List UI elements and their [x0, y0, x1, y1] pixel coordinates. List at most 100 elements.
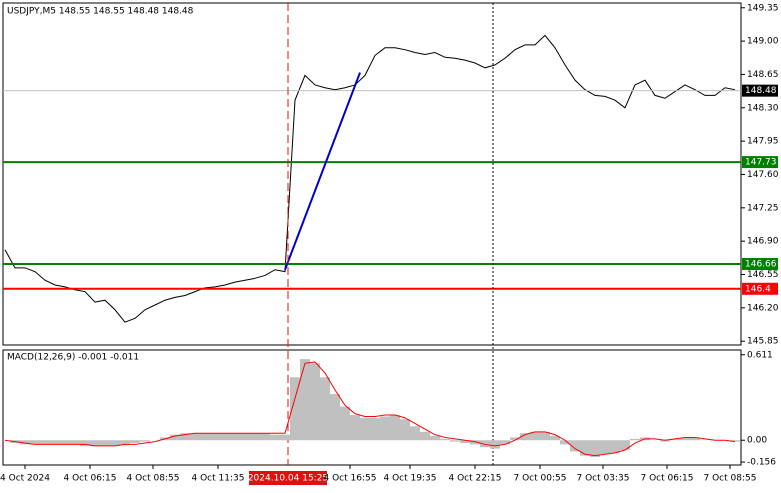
macd-bar	[340, 406, 350, 441]
y-tick-label: 147.60	[747, 170, 779, 180]
macd-bar	[320, 377, 330, 441]
macd-bar	[540, 431, 550, 441]
price-panel	[2, 2, 742, 346]
level-label: 148.48	[745, 86, 777, 96]
macd-bar	[520, 433, 530, 441]
macd-bar	[300, 359, 310, 441]
x-tick-label: 7 Oct 06:15	[641, 474, 694, 484]
macd-bar	[240, 433, 250, 441]
macd-bar	[260, 433, 270, 441]
chart-title: USDJPY,M5 148.55 148.55 148.48 148.48	[7, 7, 194, 17]
macd-title: MACD(12,26,9) -0.001 -0.011	[7, 353, 139, 363]
macd-bar	[90, 440, 100, 446]
macd-bar	[570, 440, 580, 452]
y-tick-label: 147.95	[747, 137, 779, 147]
macd-bar	[20, 440, 30, 445]
macd-bar	[210, 433, 220, 441]
x-tick-label: 7 Oct 03:35	[577, 474, 630, 484]
level-tag	[742, 258, 778, 271]
macd-bar	[430, 436, 440, 441]
macd-bar	[190, 433, 200, 441]
macd-bar	[610, 440, 620, 453]
macd-bar	[660, 440, 670, 442]
macd-bar	[60, 440, 70, 445]
y-tick-label: 145.85	[747, 337, 779, 347]
macd-bar	[140, 440, 150, 442]
x-tick-label: 7 Oct 00:55	[514, 474, 567, 484]
macd-bar	[70, 440, 80, 445]
macd-bar	[180, 433, 190, 441]
macd-bar	[450, 440, 460, 442]
x-tick-label: 4 Oct 06:15	[64, 474, 117, 484]
level-tag	[742, 84, 778, 97]
macd-bar	[220, 433, 230, 441]
trend-line	[284, 72, 361, 271]
macd-bar	[30, 440, 40, 445]
level-label: 146.66	[745, 260, 777, 270]
macd-bar	[560, 440, 570, 445]
macd-bar	[390, 415, 400, 441]
y-tick-label: 149.00	[747, 37, 779, 47]
macd-bar	[350, 415, 360, 441]
y-tick-label: 146.55	[747, 270, 779, 280]
cursor-time-tag	[249, 471, 327, 485]
macd-bar	[510, 437, 520, 441]
macd-bar	[730, 440, 740, 442]
macd-bar	[630, 438, 640, 441]
macd-bar	[500, 440, 510, 445]
macd-bar	[360, 417, 370, 441]
macd-bar	[130, 440, 140, 444]
x-tick-label: 4 Oct 08:55	[127, 474, 180, 484]
macd-bar	[580, 440, 590, 456]
y-tick-label: 146.90	[747, 237, 779, 247]
macd-bar	[470, 440, 480, 445]
macd-bar	[490, 440, 500, 449]
level-tag	[742, 156, 778, 169]
x-tick-label: 4 Oct 19:35	[384, 474, 437, 484]
macd-bar	[590, 440, 600, 458]
macd-bar	[200, 433, 210, 441]
macd-bar	[690, 437, 700, 441]
macd-bar	[460, 440, 470, 444]
macd-bar	[330, 394, 340, 441]
macd-bar	[620, 440, 630, 451]
macd-bar	[380, 416, 390, 441]
macd-bar	[250, 433, 260, 441]
y-tick-label: 146.20	[747, 303, 779, 313]
macd-bar	[670, 438, 680, 441]
macd-bar	[410, 426, 420, 441]
level-label: 146.4	[745, 284, 771, 294]
macd-bar	[120, 440, 130, 445]
macd-bar	[400, 419, 410, 441]
macd-bar	[80, 440, 90, 446]
macd-bar	[110, 440, 120, 446]
macd-bar	[280, 434, 290, 441]
macd-panel	[2, 349, 742, 466]
y-tick-label: 147.25	[747, 203, 779, 213]
macd-bar	[170, 434, 180, 441]
cursor-time-label: 2024.10.04 15:25	[248, 474, 328, 484]
macd-bar	[230, 433, 240, 441]
y-tick-label: 148.65	[747, 70, 779, 80]
macd-bar	[310, 363, 320, 441]
macd-bar	[600, 440, 610, 455]
x-tick-label: 4 Oct 16:55	[324, 474, 377, 484]
macd-bar	[550, 436, 560, 441]
macd-bar	[290, 377, 300, 441]
macd-bar	[50, 440, 60, 445]
macd-bar	[680, 437, 690, 441]
macd-bar	[530, 431, 540, 441]
y-tick-label: -0.156	[747, 458, 776, 468]
x-tick-label: 4 Oct 2024	[0, 474, 50, 484]
level-tag	[742, 282, 778, 295]
macd-bar	[440, 438, 450, 441]
macd-bar	[270, 434, 280, 441]
macd-bar	[480, 440, 490, 448]
macd-bar	[420, 431, 430, 441]
y-tick-label: 0.00	[747, 436, 767, 446]
macd-bar	[100, 440, 110, 446]
price-line	[4, 34, 736, 323]
macd-bar	[370, 417, 380, 441]
x-tick-label: 4 Oct 22:15	[449, 474, 502, 484]
